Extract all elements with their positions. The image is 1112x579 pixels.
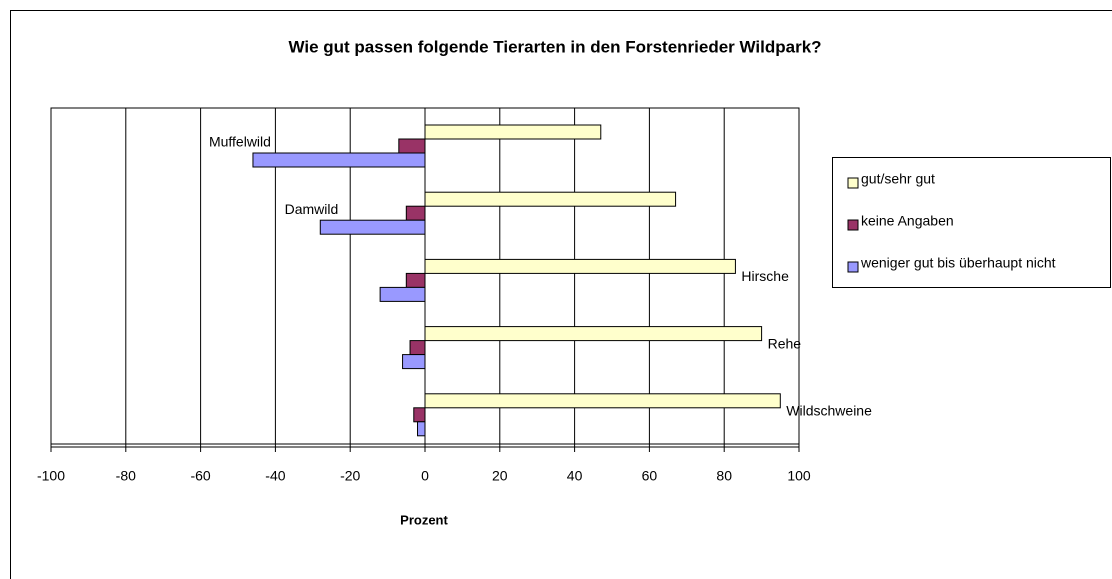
bar [379, 286, 426, 302]
x-tick-label: -80 [116, 468, 136, 484]
legend-swatch [847, 261, 859, 273]
bar [405, 272, 426, 288]
legend-label: weniger gut bis überhaupt nicht [860, 255, 1056, 271]
bar [398, 138, 426, 154]
x-tick-label: 0 [421, 468, 429, 484]
x-tick-label: -100 [37, 468, 65, 484]
legend-swatch [847, 177, 859, 189]
x-tick-label: 20 [492, 468, 508, 484]
legend [832, 157, 1111, 288]
bar [424, 191, 677, 207]
x-tick-label: 100 [787, 468, 811, 484]
legend-swatch [847, 219, 859, 231]
bar [424, 124, 602, 140]
x-axis-title: Prozent [400, 512, 448, 527]
legend-label: gut/sehr gut [861, 171, 935, 187]
legend-label: keine Angaben [861, 213, 954, 229]
category-label: Hirsche [741, 268, 789, 284]
x-tick-label: 60 [642, 468, 658, 484]
category-label: Damwild [285, 201, 339, 217]
bar [424, 258, 736, 274]
bar [417, 421, 426, 437]
bar [413, 407, 426, 423]
x-tick-label: 40 [567, 468, 583, 484]
bar [402, 354, 426, 370]
bar [405, 205, 426, 221]
x-tick-label: -40 [265, 468, 285, 484]
bar [409, 340, 426, 356]
x-tick-label: 80 [716, 468, 732, 484]
bar [424, 326, 763, 342]
x-tick-label: -60 [190, 468, 210, 484]
category-label: Wildschweine [786, 403, 872, 419]
category-label: Muffelwild [209, 134, 271, 150]
bar [424, 393, 781, 409]
x-tick-label: -20 [340, 468, 360, 484]
category-label: Rehe [768, 335, 802, 351]
bar [319, 219, 426, 235]
bar [252, 152, 426, 168]
chart-title: Wie gut passen folgende Tierarten in den… [288, 37, 821, 56]
